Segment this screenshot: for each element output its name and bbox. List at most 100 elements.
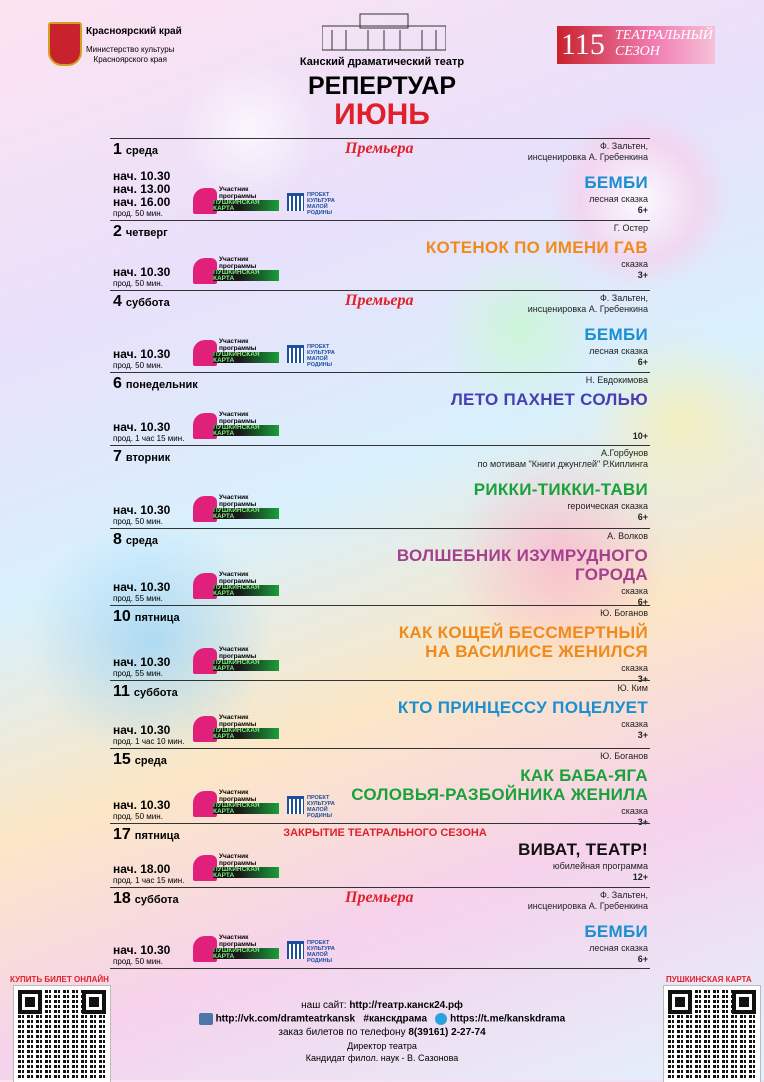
project-line: ПРОЕКТ [307, 344, 330, 350]
genre: сказка [621, 806, 648, 816]
row-divider [110, 372, 650, 373]
telegram-icon [435, 1013, 448, 1025]
event-info: Н. Евдокимова ЛЕТО ПАХНЕТ СОЛЬЮ 10+ [451, 375, 648, 442]
author: Ф. Зальтен, [599, 293, 648, 303]
age: 3+ [637, 270, 648, 280]
genre: сказка [621, 259, 648, 269]
premiere: Премьера [345, 292, 414, 309]
phone-label: заказ билетов по телефону [278, 1027, 406, 1038]
times: нач. 10.30 нач. 13.00 нач. 16.00 прод. 50 м… [113, 170, 170, 219]
row-divider [110, 528, 650, 529]
author: Н. Евдокимова [585, 375, 648, 385]
duration: прод. 50 мин. [113, 517, 163, 526]
start-time: нач. 10.30 [113, 798, 171, 812]
event-info: Ф. Зальтен, инсценировка А. Гребенкина БЕМ… [528, 141, 648, 217]
project-badge: ПРОЕКТ КУЛЬТУРА МАЛОЙ РОДИНЫ [287, 342, 349, 368]
ministry-line: Красноярского края [93, 55, 167, 64]
title-block: КАК КОЩЕЙ БЕССМЕРТНЫЙ НА ВАСИЛИСЕ ЖЕНИЛСЯ [399, 623, 648, 661]
event-info: Ф. Зальтен, инсценировка А. Гребенкина БЕМ… [528, 293, 648, 369]
pushkin-banner: ПУШКИНСКАЯ КАРТА [213, 660, 279, 671]
site-label: наш сайт: [301, 1000, 347, 1011]
times: нач. 10.30 прод. 55 мин. [113, 656, 170, 679]
participant: Участник программы [219, 338, 257, 352]
show-title: КАК БАБА-ЯГА [520, 766, 648, 785]
genre: сказка [621, 663, 648, 673]
project-line: КУЛЬТУРА [307, 198, 335, 204]
pushkin-banner: ПУШКИНСКАЯ КАРТА [213, 508, 279, 519]
project-icon [287, 345, 304, 363]
author: инсценировка А. Гребенкина [527, 901, 648, 911]
event-info: Ю. Ким КТО ПРИНЦЕССУ ПОЦЕЛУЕТ сказка 3+ [398, 683, 648, 745]
genre: лесная сказка [589, 194, 648, 204]
author: Ю. Боганов [600, 608, 648, 618]
pushkin-badge: Участник программы ПУШКИНСКАЯ КАРТА [193, 853, 281, 883]
participant: Участник программы [219, 256, 257, 270]
participant: Участник программы [219, 934, 257, 948]
participant: Участник программы [219, 494, 257, 508]
genre: сказка [621, 586, 648, 596]
duration: прод. 50 мин. [113, 812, 163, 821]
hashtag: #канскдрама [363, 1013, 428, 1025]
title-block: БЕМБИ [584, 922, 648, 941]
weekday: среда [125, 535, 158, 547]
participant: Участник программы [219, 571, 257, 585]
pushkin-banner: ПУШКИНСКАЯ КАРТА [213, 728, 279, 739]
social-line: http://vk.com/dramteatrkansk #канскдрама… [170, 1013, 594, 1025]
day: 8 [113, 531, 122, 548]
day: 18 [113, 890, 131, 907]
genre: лесная сказка [589, 943, 648, 953]
age: 3+ [637, 817, 648, 827]
pushkin-banner: ПУШКИНСКАЯ КАРТА [213, 867, 279, 878]
pushkin-banner: ПУШКИНСКАЯ КАРТА [213, 425, 279, 436]
season-line: СЕЗОН [615, 44, 660, 59]
event-date: 6 понедельник [113, 375, 198, 393]
start-time: нач. 10.30 [113, 943, 171, 957]
times: нач. 10.30 прод. 50 мин. [113, 943, 171, 967]
show-title: НА ВАСИЛИСЕ ЖЕНИЛСЯ [425, 642, 648, 661]
project-line: МАЛОЙ РОДИНЫ [307, 356, 333, 368]
times: нач. 10.30 прод. 50 мин. [113, 266, 170, 289]
author: Г. Остер [613, 223, 648, 233]
participant: Участник программы [219, 186, 257, 200]
buy-online: КУПИТЬ БИЛЕТ ОНЛАЙН [10, 975, 109, 984]
season-number: 115 [561, 28, 605, 61]
weekday: пятница [134, 612, 180, 624]
weekday: четверг [125, 227, 168, 239]
weekday: пятница [134, 830, 180, 842]
day: 2 [113, 223, 122, 240]
weekday: среда [125, 145, 158, 157]
duration: прод. 50 мин. [113, 209, 163, 218]
project-badge: ПРОЕКТ КУЛЬТУРА МАЛОЙ РОДИНЫ [287, 793, 349, 819]
event-info: Ю. Боганов КАК БАБА-ЯГА СОЛОВЬЯ-РАЗБОЙНИКА… [351, 751, 648, 827]
row-divider [110, 138, 650, 139]
row-divider [110, 445, 650, 446]
pushkin-card-label: ПУШКИНСКАЯ КАРТА [666, 975, 752, 984]
pushkin-badge: Участник программы ПУШКИНСКАЯ КАРТА [193, 338, 281, 368]
times: нач. 10.30 прод. 1 час 10 мин. [113, 724, 185, 747]
event-info: Г. Остер КОТЕНОК ПО ИМЕНИ ГАВ сказка 3+ [426, 223, 648, 287]
project-text: ПРОЕКТ КУЛЬТУРА МАЛОЙ РОДИНЫ [307, 940, 349, 964]
title-block: БЕМБИ [584, 173, 648, 192]
duration: прод. 1 час 10 мин. [113, 737, 185, 746]
pushkin-banner: ПУШКИНСКАЯ КАРТА [213, 585, 279, 596]
weekday: суббота [133, 687, 178, 699]
participant: Участник программы [219, 646, 257, 660]
author: инсценировка А. Гребенкина [527, 152, 648, 162]
project-text: ПРОЕКТ КУЛЬТУРА МАЛОЙ РОДИНЫ [307, 192, 349, 216]
age: 12+ [632, 872, 648, 882]
pushkin-badge: Участник программы ПУШКИНСКАЯ КАРТА [193, 714, 281, 744]
premiere: Премьера [345, 889, 414, 906]
ministry: Министерство культуры Красноярского края [86, 45, 174, 65]
project-line: МАЛОЙ РОДИНЫ [307, 204, 333, 216]
participant: Участник программы [219, 411, 257, 425]
row-divider [110, 748, 650, 749]
show-title: СОЛОВЬЯ-РАЗБОЙНИКА ЖЕНИЛА [351, 785, 648, 804]
event-date: 4 суббота [113, 293, 170, 311]
pushkin-badge: Участник программы ПУШКИНСКАЯ КАРТА [193, 646, 281, 676]
pushkin-banner: ПУШКИНСКАЯ КАРТА [213, 270, 279, 281]
event-info: А. Волков ВОЛШЕБНИК ИЗУМРУДНОГО ГОРОДА сказ… [397, 531, 648, 607]
vk-icon [198, 1013, 213, 1025]
duration: прод. 50 мин. [113, 957, 163, 966]
event-date: 8 среда [113, 531, 158, 549]
genre: юбилейная программа [552, 861, 648, 871]
